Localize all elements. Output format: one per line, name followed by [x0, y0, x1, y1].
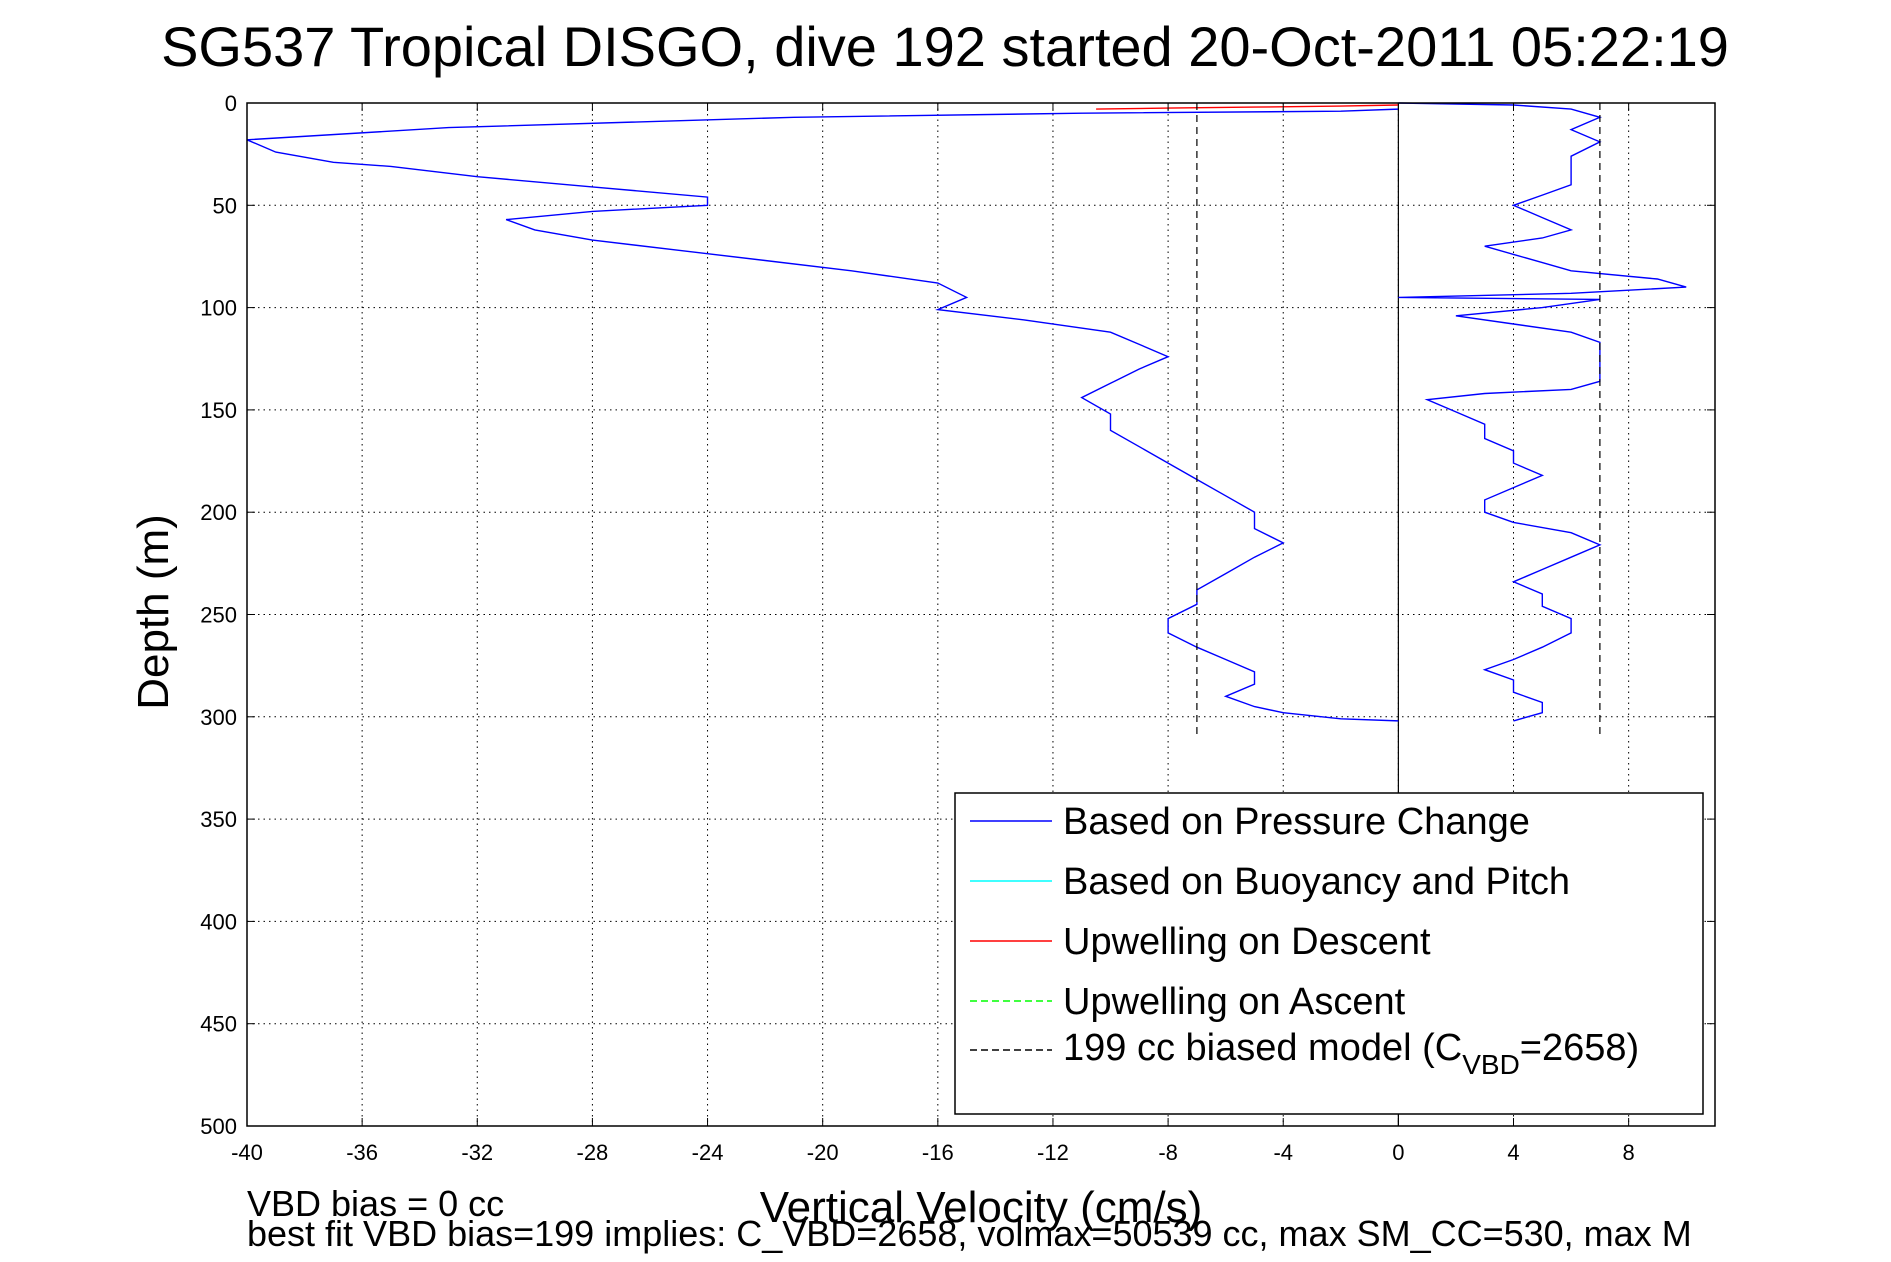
x-tick-label: -40	[231, 1140, 263, 1165]
x-axis-ticks: -40 -36 -32 -28 -24 -20 -16 -12 -8 -4 0 4 8	[231, 103, 1635, 1165]
x-tick-label: -12	[1037, 1140, 1069, 1165]
x-tick-label: -32	[461, 1140, 493, 1165]
series-2-line	[1096, 104, 1399, 110]
legend: Based on Pressure Change Based on Buoyan…	[954, 792, 1704, 1115]
x-tick-label: 0	[1392, 1140, 1404, 1165]
x-tick-label: 4	[1507, 1140, 1519, 1165]
x-tick-label: -8	[1158, 1140, 1178, 1165]
y-tick-label: 0	[225, 91, 237, 116]
footer-fit-line: best fit VBD bias=199 implies: C_VBD=265…	[247, 1213, 1692, 1254]
legend-label-pressure: Based on Pressure Change	[1063, 801, 1530, 843]
footer-bias-line: VBD bias = 0 cc	[247, 1183, 504, 1224]
y-tick-label: 200	[200, 500, 237, 525]
x-tick-label: 8	[1623, 1140, 1635, 1165]
y-tick-label: 400	[200, 909, 237, 934]
y-tick-label: 250	[200, 603, 237, 628]
legend-label-upwelling-ascent: Upwelling on Ascent	[1063, 981, 1406, 1023]
y-tick-label: 50	[213, 193, 237, 218]
legend-label-upwelling-descent: Upwelling on Descent	[1063, 921, 1431, 963]
y-tick-label: 350	[200, 807, 237, 832]
y-tick-label: 500	[200, 1114, 237, 1139]
x-tick-label: -24	[692, 1140, 724, 1165]
x-tick-label: -16	[922, 1140, 954, 1165]
y-tick-label: 300	[200, 705, 237, 730]
legend-label-biased-model: 199 cc biased model (CVBD=2658)	[1063, 1027, 1639, 1080]
series-0-line	[246, 108, 1399, 722]
legend-label-buoyancy: Based on Buoyancy and Pitch	[1063, 861, 1570, 903]
y-tick-label: 100	[200, 296, 237, 321]
x-tick-label: -20	[807, 1140, 839, 1165]
x-axis-title: Vertical Velocity (cm/s)	[760, 1183, 1203, 1232]
legend-box	[954, 792, 1704, 1115]
y-axis-ticks: 0 50 100 150 200 250 300 350 400 450 500	[200, 91, 1715, 1139]
y-tick-label: 150	[200, 398, 237, 423]
y-tick-label: 450	[200, 1012, 237, 1037]
chart-title: SG537 Tropical DISGO, dive 192 started 2…	[161, 15, 1729, 78]
x-tick-label: -36	[346, 1140, 378, 1165]
y-axis-title: Depth (m)	[129, 514, 178, 710]
x-tick-label: -28	[577, 1140, 609, 1165]
x-tick-label: -4	[1273, 1140, 1293, 1165]
series-1-line	[1398, 102, 1687, 722]
